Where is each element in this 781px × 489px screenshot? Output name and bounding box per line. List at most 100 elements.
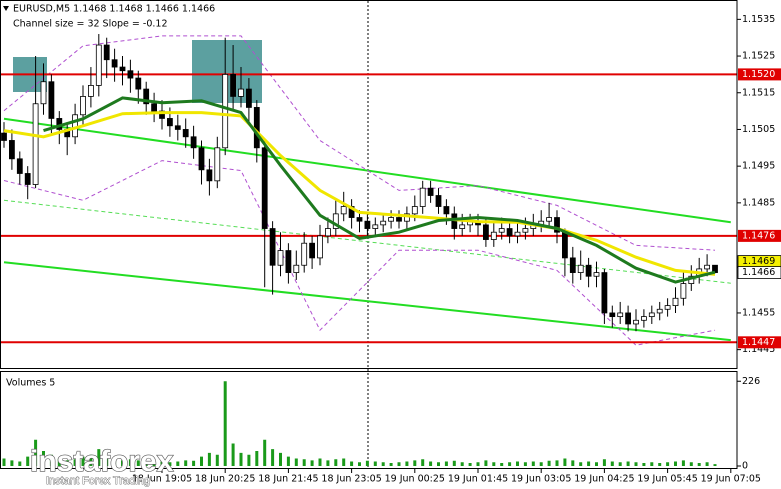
level-label: 1.1476	[742, 230, 775, 241]
x-tick-label: 19 Jun 04:25	[574, 474, 634, 485]
volume-bar	[429, 461, 433, 466]
chart-subtitle: Channel size = 32 Slope = -0.12	[13, 19, 168, 30]
candle-body	[48, 81, 55, 119]
y-tick-label: 0	[742, 461, 748, 472]
candle-body	[245, 88, 252, 108]
volume-bar	[350, 461, 354, 466]
volume-bar	[81, 456, 85, 466]
volume-bar	[113, 458, 117, 466]
volume-bar	[563, 458, 567, 466]
volume-bar	[310, 460, 314, 466]
candle-body	[562, 231, 568, 259]
y-tick-label: 1.1505	[742, 124, 775, 135]
candle-body	[269, 228, 276, 266]
candle-body	[577, 264, 584, 273]
candle-body	[641, 316, 647, 321]
volume-bar	[207, 452, 211, 466]
price-label-box	[737, 266, 781, 279]
volume-bar	[365, 460, 369, 466]
chart-title: EURUSD,M5 1.1468 1.1468 1.1466 1.1466	[13, 4, 215, 15]
title-icon	[3, 6, 9, 11]
candle-body	[672, 297, 679, 307]
volume-bar	[302, 459, 306, 466]
y-tick-label: 1.1445	[742, 344, 775, 355]
indicator-line	[3, 261, 731, 342]
x-tick-label: 19 Jun 05:45	[637, 474, 697, 485]
candle-body	[664, 305, 671, 310]
candle-body	[238, 88, 244, 97]
volume-bar	[10, 460, 14, 466]
volume-bar	[192, 460, 196, 466]
candle-body	[8, 140, 15, 160]
candle-body	[704, 264, 710, 270]
candle-body	[324, 228, 331, 237]
volume-bar	[626, 461, 630, 466]
volume-bar	[334, 459, 338, 466]
candle-body	[206, 169, 213, 182]
indicator-line	[43, 96, 716, 284]
candle-body	[648, 312, 655, 318]
candle-body	[293, 264, 300, 273]
candle-body	[569, 257, 576, 273]
volume-bar	[595, 462, 598, 466]
volume-bar	[555, 460, 559, 466]
volume-bar	[286, 456, 290, 466]
candle-body	[40, 81, 47, 105]
volume-bar	[263, 439, 267, 466]
candle-body	[317, 235, 323, 259]
volume-bar	[587, 461, 591, 466]
price-label: 1.1466	[742, 267, 775, 278]
candle-body	[166, 118, 173, 127]
candle-body	[253, 107, 260, 149]
volume-bar	[618, 462, 622, 466]
y-tick-label: 1.1525	[742, 51, 775, 62]
volume-bar	[547, 460, 551, 466]
volume-bar	[389, 463, 393, 466]
volume-bar	[294, 458, 298, 466]
volume-bar	[642, 463, 646, 466]
volume-bar	[26, 456, 30, 466]
candle-body	[16, 158, 23, 174]
candle-body	[174, 125, 181, 130]
y-tick-label: 1.1485	[742, 197, 775, 208]
volume-bar	[674, 461, 677, 466]
candle-body	[443, 206, 450, 215]
candle-body	[356, 217, 363, 222]
volume-bar	[444, 461, 448, 466]
candle-body	[633, 319, 639, 325]
candle-body	[411, 206, 418, 215]
volume-bar	[136, 460, 140, 466]
volume-bar	[65, 460, 69, 466]
volume-bar	[342, 458, 346, 466]
volume-bar	[358, 462, 361, 466]
volume-bar	[160, 461, 164, 466]
indicator-line	[3, 160, 716, 346]
volume-bar	[326, 460, 330, 466]
x-tick-label: 18 Jun 20:25	[195, 474, 255, 485]
candle-body	[151, 103, 158, 112]
candle-body	[482, 224, 489, 240]
candle-body	[617, 312, 624, 318]
volume-bar	[2, 458, 6, 466]
candle-body	[364, 220, 371, 229]
candle-body	[459, 224, 466, 229]
y-tick-label: 1.1495	[742, 161, 775, 172]
candle-body	[340, 206, 347, 215]
candle-body	[372, 224, 379, 229]
candle-body	[182, 129, 189, 138]
volume-bar	[239, 452, 243, 466]
volume-bar	[215, 454, 219, 466]
volume-bar	[579, 462, 583, 466]
candle-body	[190, 136, 197, 149]
volume-bar	[460, 462, 464, 466]
volume-bar	[452, 460, 456, 466]
x-tick-label: 18 Jun 19:05	[132, 474, 192, 485]
volume-bar	[658, 463, 662, 466]
y-tick-label: 1.1515	[742, 87, 775, 98]
volume-bar	[437, 462, 440, 466]
volume-bar	[105, 456, 109, 466]
volume-bar	[713, 464, 717, 466]
volume-bar	[271, 449, 275, 466]
candle-body	[143, 88, 150, 105]
